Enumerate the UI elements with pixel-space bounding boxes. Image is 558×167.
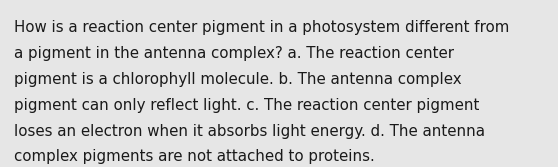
Text: pigment can only reflect light. c. The reaction center pigment: pigment can only reflect light. c. The r… [14,98,479,113]
Text: complex pigments are not attached to proteins.: complex pigments are not attached to pro… [14,149,375,164]
Text: loses an electron when it absorbs light energy. d. The antenna: loses an electron when it absorbs light … [14,124,485,139]
Text: a pigment in the antenna complex? a. The reaction center: a pigment in the antenna complex? a. The… [14,46,454,61]
Text: How is a reaction center pigment in a photosystem different from: How is a reaction center pigment in a ph… [14,20,509,35]
Text: pigment is a chlorophyll molecule. b. The antenna complex: pigment is a chlorophyll molecule. b. Th… [14,72,461,87]
